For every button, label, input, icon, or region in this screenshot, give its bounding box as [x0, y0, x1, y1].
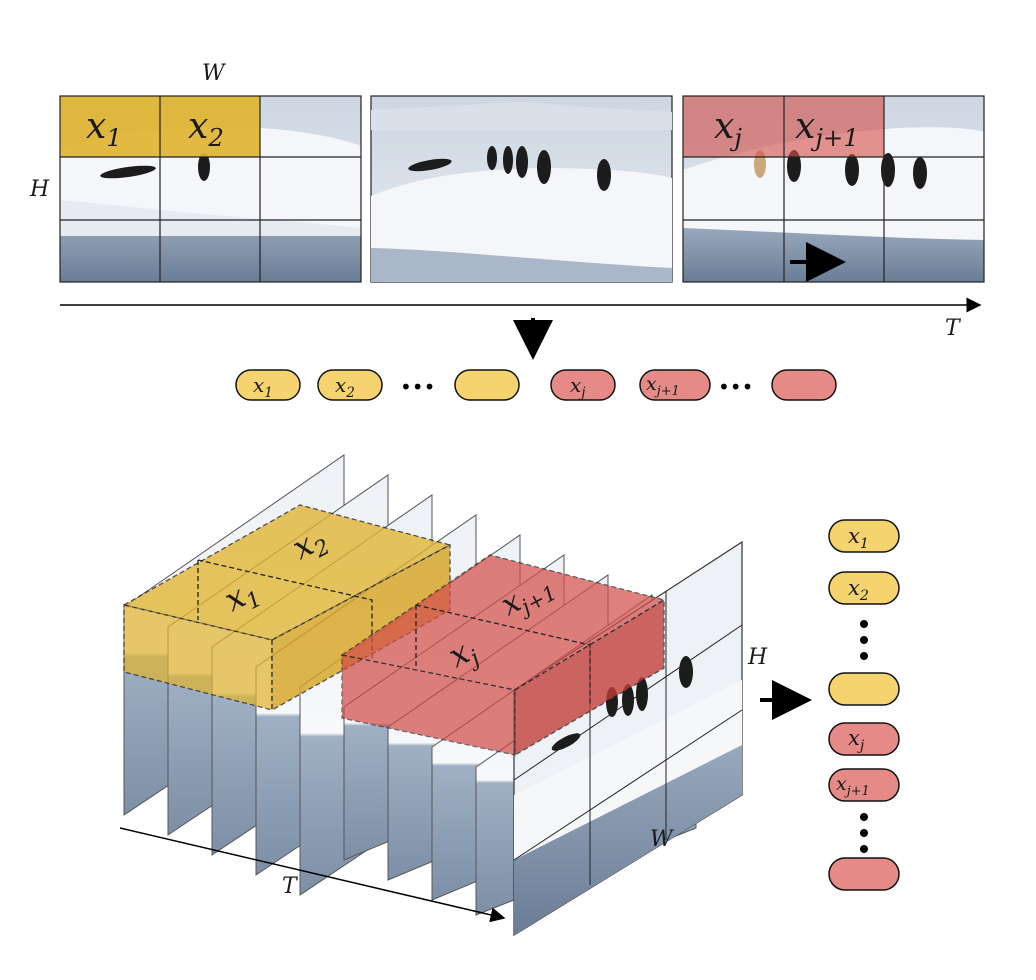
token-pill	[454, 369, 520, 401]
token-pill-label: xj	[570, 373, 586, 401]
token-xj-label: xj	[714, 106, 742, 152]
token-pill	[828, 519, 900, 553]
token-pill	[828, 672, 900, 706]
top-time-label: T	[945, 316, 962, 341]
token-pill	[828, 722, 900, 756]
vertical-ellipsis	[860, 813, 868, 853]
last-frame	[513, 540, 743, 937]
token-pill	[828, 571, 900, 605]
frame-stack-3d: x1 x2 xj xj+1	[122, 454, 743, 937]
frame-1: x1 x2	[59, 95, 362, 283]
token-pill	[550, 369, 616, 401]
token-xj1-label: xj+1	[795, 106, 859, 152]
bottom-height-label: H	[747, 645, 768, 670]
token-pill-label: x2	[848, 576, 869, 604]
token-pill-label: x1	[253, 373, 273, 401]
token-pill	[771, 369, 837, 401]
token-pill	[828, 857, 900, 891]
token-pill	[639, 369, 711, 401]
tubelet-red	[340, 554, 666, 757]
token-pill-label: x1	[848, 524, 869, 552]
ellipsis: •••	[718, 375, 753, 399]
penguin-group-icon	[551, 656, 693, 751]
vertical-ellipsis	[860, 620, 868, 660]
token-sequence-horizontal: x1 x2 ••• xj xj+1 •••	[235, 369, 837, 401]
token-pill	[235, 369, 301, 401]
token-x1-label: x1	[86, 106, 122, 152]
token-pill-label: x2	[335, 373, 355, 401]
frame-3: xj xj+1	[682, 95, 985, 283]
token-sequence-vertical: x1 x2 xj xj+1	[828, 519, 900, 891]
tubelet-yellow	[122, 504, 452, 712]
token-x2-label: x2	[188, 106, 224, 152]
penguin-group-icon	[100, 153, 210, 181]
token-pill	[828, 768, 900, 802]
token-pill-label: xj	[848, 726, 865, 754]
token-pill-label: xj+1	[836, 773, 870, 799]
ellipsis: •••	[400, 375, 435, 399]
bottom-width-label: W	[650, 827, 675, 852]
token-pill-label: xj+1	[646, 373, 680, 399]
bottom-time-label: T	[282, 874, 299, 899]
top-height-label: H	[29, 177, 50, 202]
penguin-group-icon	[408, 146, 611, 191]
time-axis-arrow-icon	[119, 827, 506, 923]
top-width-label: W	[202, 61, 227, 86]
frame-2	[370, 95, 673, 283]
token-pill	[317, 369, 383, 401]
top-frames: x1 x2	[29, 61, 985, 283]
